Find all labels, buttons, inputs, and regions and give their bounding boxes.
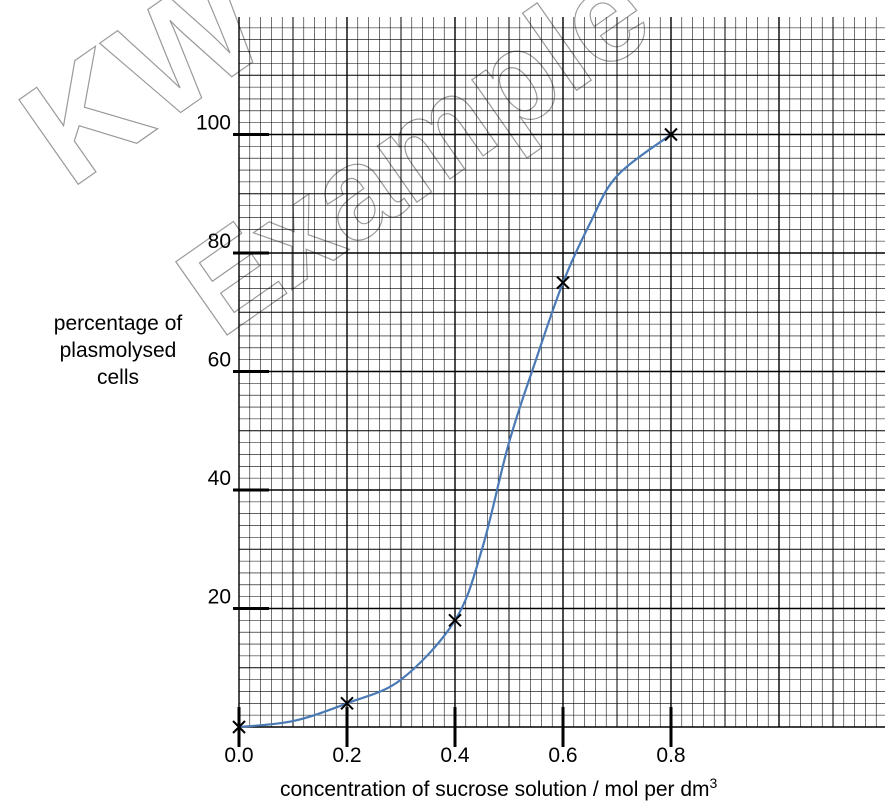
- y-axis-label-line-3: cells: [96, 366, 139, 389]
- y-axis-label-line-2: plasmolysed: [59, 339, 177, 362]
- x-tick-label: 0.2: [332, 744, 361, 767]
- y-tick-label: 40: [208, 467, 231, 490]
- data-point-marker: [664, 127, 678, 142]
- data-markers: [232, 127, 678, 734]
- marker-stroke: [556, 275, 570, 290]
- x-tick-labels: 0.0 0.2 0.4 0.6 0.8: [224, 744, 685, 767]
- major-grid: [238, 17, 885, 728]
- marker-stroke: [340, 696, 354, 711]
- x-axis-label-text: concentration of sucrose solution / mol …: [280, 778, 710, 801]
- x-tick-label: 0.8: [656, 744, 685, 767]
- data-point-marker: [232, 720, 246, 734]
- y-tick-label: 100: [196, 112, 231, 135]
- x-tick-label: 0.6: [548, 744, 577, 767]
- y-axis-label-line-1: percentage of: [53, 312, 183, 335]
- x-tick-label: 0.0: [224, 744, 253, 767]
- y-tick-label: 60: [208, 349, 231, 372]
- data-point-marker: [448, 613, 462, 628]
- marker-stroke: [664, 127, 678, 142]
- x-tick-label: 0.4: [440, 744, 470, 767]
- marker-stroke: [448, 613, 462, 628]
- x-axis-label-superscript: 3: [709, 775, 718, 791]
- x-axis-label: concentration of sucrose solution / mol …: [280, 775, 717, 802]
- y-axis-label: percentage of plasmolysed cells: [0, 310, 236, 391]
- y-tick-label: 80: [208, 230, 231, 253]
- data-point-marker: [340, 696, 354, 711]
- y-tick-label: 20: [208, 586, 231, 609]
- marker-stroke: [232, 720, 246, 734]
- data-point-marker: [556, 275, 570, 290]
- y-tick-labels: 20 40 60 80 100: [196, 112, 231, 609]
